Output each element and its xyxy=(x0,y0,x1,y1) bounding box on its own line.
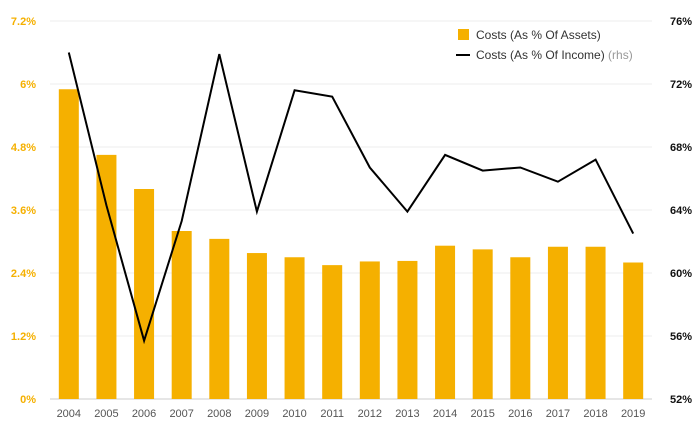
left-tick-label: 3.6% xyxy=(11,205,36,217)
right-tick-label: 52% xyxy=(670,394,692,406)
left-tick-label: 2.4% xyxy=(11,268,36,280)
x-tick-label: 2010 xyxy=(282,408,306,420)
bar-2011 xyxy=(322,265,343,399)
right-tick-label: 76% xyxy=(670,16,692,28)
bar-2017 xyxy=(547,246,568,399)
bar-2018 xyxy=(585,246,606,399)
legend-label-income-suffix: (rhs) xyxy=(608,48,633,62)
x-axis-ticks: 2004 2005 2006 2007 2008 2009 2010 2011 2012 2013… xyxy=(57,408,646,420)
bar-2009 xyxy=(246,253,267,399)
x-tick-label: 2006 xyxy=(132,408,156,420)
bar-2013 xyxy=(397,260,418,399)
left-tick-label: 6% xyxy=(20,79,36,91)
legend: Costs (As % Of Assets) Costs (As % Of In… xyxy=(456,28,633,62)
left-tick-label: 0% xyxy=(20,394,36,406)
x-tick-label: 2004 xyxy=(57,408,81,420)
bar-2015 xyxy=(472,249,493,399)
x-tick-label: 2016 xyxy=(508,408,532,420)
left-axis-ticks: 0% 1.2% 2.4% 3.6% 4.8% 6% 7.2% xyxy=(11,16,36,406)
bar-2006 xyxy=(134,189,155,399)
line-series-income xyxy=(67,52,635,345)
bar-series-assets xyxy=(58,89,644,399)
legend-label-income-name: Costs (As % Of Income) xyxy=(476,48,605,62)
x-tick-label: 2018 xyxy=(583,408,607,420)
right-tick-label: 68% xyxy=(670,142,692,154)
bar-2016 xyxy=(510,257,531,399)
x-tick-label: 2014 xyxy=(433,408,457,420)
legend-label-income: Costs (As % Of Income) (rhs) xyxy=(476,48,633,62)
legend-swatch-assets xyxy=(458,29,469,40)
x-tick-label: 2008 xyxy=(207,408,231,420)
left-tick-label: 1.2% xyxy=(11,331,36,343)
right-tick-label: 64% xyxy=(670,205,692,217)
x-tick-label: 2017 xyxy=(546,408,570,420)
bar-2010 xyxy=(284,257,305,399)
bar-2008 xyxy=(209,238,230,399)
left-tick-label: 7.2% xyxy=(11,16,36,28)
right-tick-label: 72% xyxy=(670,79,692,91)
legend-label-assets: Costs (As % Of Assets) xyxy=(476,28,601,42)
x-tick-label: 2005 xyxy=(94,408,118,420)
bar-2019 xyxy=(623,262,644,399)
right-axis-ticks: 52% 56% 60% 64% 68% 72% 76% xyxy=(670,16,692,406)
x-tick-label: 2013 xyxy=(395,408,419,420)
left-tick-label: 4.8% xyxy=(11,142,36,154)
x-tick-label: 2019 xyxy=(621,408,645,420)
right-tick-label: 60% xyxy=(670,268,692,280)
right-tick-label: 56% xyxy=(670,331,692,343)
x-tick-label: 2012 xyxy=(358,408,382,420)
line-path-income xyxy=(67,52,635,345)
bar-2004 xyxy=(58,89,79,399)
x-tick-label: 2009 xyxy=(245,408,269,420)
x-tick-label: 2011 xyxy=(320,408,344,420)
bar-2012 xyxy=(359,261,380,399)
x-tick-label: 2015 xyxy=(470,408,494,420)
bar-2007 xyxy=(171,231,192,399)
x-tick-label: 2007 xyxy=(169,408,193,420)
bar-2014 xyxy=(435,245,456,399)
bar-2005 xyxy=(96,154,117,399)
